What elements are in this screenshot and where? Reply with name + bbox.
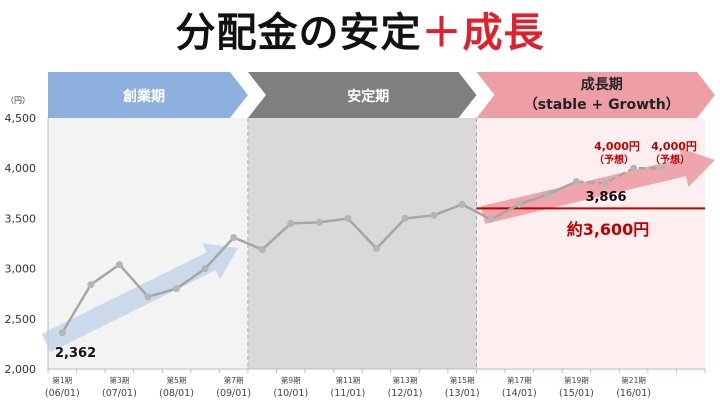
data-point	[373, 245, 380, 253]
x-tick-period: 第15期	[450, 375, 475, 385]
phase-banner-1	[48, 72, 248, 118]
data-point	[173, 285, 181, 293]
x-tick-period: 第3期	[110, 375, 130, 385]
title-accent: ＋成長	[421, 10, 545, 56]
data-point	[230, 233, 238, 241]
phase-banner-3	[476, 72, 715, 118]
forecast-note-1: （予想）	[594, 153, 634, 166]
forecast-line	[576, 166, 663, 185]
x-tick-period: 第17期	[507, 375, 532, 385]
phase-label-1: 創業期	[122, 88, 165, 105]
y-tick-label: 3,500	[5, 212, 37, 225]
data-point	[630, 164, 638, 172]
y-tick-label: 2,000	[5, 363, 37, 376]
growth-trend-arrow-recent	[480, 147, 715, 224]
x-tick-period: 第21期	[621, 375, 646, 385]
data-point	[258, 246, 266, 254]
phase-background-2	[247, 118, 477, 369]
phase-label-2: 安定期	[347, 88, 389, 105]
forecast-note-2: （予想）	[650, 153, 690, 166]
x-tick-date: (12/01)	[388, 388, 423, 399]
data-point	[115, 261, 123, 269]
x-tick-date: (09/01)	[216, 388, 251, 399]
data-point	[201, 265, 209, 273]
data-point	[601, 179, 609, 187]
x-tick-date: (08/01)	[159, 388, 194, 399]
data-point	[458, 200, 466, 208]
x-tick-date: (13/01)	[445, 388, 480, 399]
y-tick-label: 4,500	[5, 112, 37, 125]
forecast-label-1: 4,000円	[594, 140, 640, 153]
phase-banner-2	[247, 72, 477, 118]
data-point	[87, 281, 95, 289]
title-main: 分配金の安定	[175, 10, 422, 56]
forecast-label-2: 4,000円	[651, 140, 697, 153]
y-tick-label: 4,000	[5, 162, 37, 175]
y-axis-unit: （円）	[6, 96, 30, 105]
data-point	[430, 211, 438, 219]
data-point	[315, 218, 323, 226]
data-point	[572, 178, 580, 186]
x-tick-period: 第9期	[281, 375, 301, 385]
x-tick-period: 第13期	[393, 375, 418, 385]
data-point	[515, 200, 523, 208]
x-tick-period: 第7期	[224, 375, 244, 385]
y-tick-label: 2,500	[5, 313, 37, 326]
data-point	[401, 214, 409, 222]
data-point	[58, 329, 66, 337]
baseline-label: 約3,600円	[567, 220, 650, 239]
data-point	[544, 190, 552, 198]
data-point	[487, 215, 495, 223]
x-tick-date: (07/01)	[102, 388, 137, 399]
x-tick-period: 第19期	[564, 375, 589, 385]
growth-trend-arrow-early	[41, 243, 238, 352]
data-point	[344, 214, 352, 222]
latest-value-label: 3,866	[585, 190, 626, 205]
phase-label-3: 成長期	[581, 76, 623, 93]
data-point	[658, 164, 666, 172]
x-tick-date: (15/01)	[559, 388, 594, 399]
x-tick-period: 第11期	[336, 375, 361, 385]
start-value-label: 2,362	[55, 346, 96, 361]
x-tick-date: (10/01)	[273, 388, 308, 399]
x-tick-date: (11/01)	[331, 388, 366, 399]
phase-background-3	[476, 118, 705, 369]
x-tick-period: 第1期	[52, 375, 72, 385]
x-tick-period: 第5期	[167, 375, 187, 385]
page-title: 分配金の安定＋成長	[0, 6, 720, 60]
phase-sublabel: （stable + Growth）	[524, 97, 680, 113]
data-point	[287, 219, 295, 227]
data-point	[144, 293, 152, 301]
x-tick-date: (06/01)	[45, 388, 80, 399]
x-tick-date: (14/01)	[502, 388, 537, 399]
y-tick-label: 3,000	[5, 263, 37, 276]
x-tick-date: (16/01)	[616, 388, 651, 399]
